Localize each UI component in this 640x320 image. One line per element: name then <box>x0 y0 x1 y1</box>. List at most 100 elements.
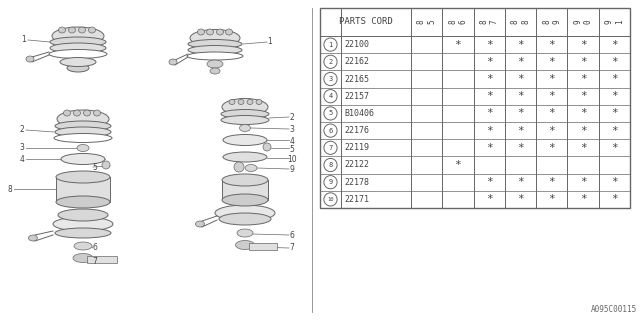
Text: 3: 3 <box>20 143 24 153</box>
Text: *: * <box>548 125 555 136</box>
Text: PARTS CORD: PARTS CORD <box>339 18 392 27</box>
Ellipse shape <box>68 27 76 33</box>
Ellipse shape <box>73 253 93 262</box>
Text: 8
8: 8 8 <box>511 20 530 24</box>
Text: 2: 2 <box>20 125 24 134</box>
Ellipse shape <box>49 50 107 59</box>
Ellipse shape <box>222 174 268 186</box>
Text: *: * <box>611 143 618 153</box>
Text: *: * <box>517 143 524 153</box>
Text: *: * <box>611 125 618 136</box>
Text: *: * <box>611 194 618 204</box>
Text: 4: 4 <box>20 155 24 164</box>
Text: 22171: 22171 <box>344 195 369 204</box>
Circle shape <box>324 124 337 137</box>
Ellipse shape <box>207 60 223 68</box>
Text: *: * <box>517 57 524 67</box>
Text: *: * <box>486 125 493 136</box>
Text: *: * <box>486 108 493 118</box>
Text: *: * <box>611 108 618 118</box>
Ellipse shape <box>239 124 250 132</box>
Text: *: * <box>548 143 555 153</box>
Text: *: * <box>486 57 493 67</box>
Circle shape <box>263 143 271 151</box>
Text: *: * <box>580 57 586 67</box>
Text: *: * <box>486 177 493 187</box>
Text: *: * <box>548 91 555 101</box>
Text: *: * <box>580 40 586 50</box>
Ellipse shape <box>237 229 253 237</box>
Text: 3: 3 <box>289 125 294 134</box>
Text: 8
6: 8 6 <box>448 20 468 24</box>
Ellipse shape <box>77 145 89 151</box>
Text: 5: 5 <box>328 110 333 116</box>
Ellipse shape <box>229 100 235 105</box>
Ellipse shape <box>63 110 70 116</box>
Ellipse shape <box>55 121 111 131</box>
Text: *: * <box>611 91 618 101</box>
Text: *: * <box>517 177 524 187</box>
Circle shape <box>324 158 337 172</box>
Text: 22100: 22100 <box>344 40 369 49</box>
Ellipse shape <box>79 27 86 33</box>
Ellipse shape <box>222 99 268 116</box>
Text: *: * <box>548 40 555 50</box>
Circle shape <box>324 141 337 154</box>
Text: 9: 9 <box>328 179 333 185</box>
Ellipse shape <box>187 52 243 60</box>
Text: 8: 8 <box>328 162 333 168</box>
Ellipse shape <box>215 205 275 221</box>
Text: 1: 1 <box>268 37 273 46</box>
Text: *: * <box>454 160 461 170</box>
Circle shape <box>324 72 337 85</box>
Ellipse shape <box>188 45 242 54</box>
Ellipse shape <box>219 213 271 225</box>
Circle shape <box>102 161 110 169</box>
Ellipse shape <box>58 209 108 221</box>
Circle shape <box>234 162 244 172</box>
Text: 22162: 22162 <box>344 57 369 66</box>
Ellipse shape <box>26 56 34 62</box>
Text: *: * <box>486 74 493 84</box>
Text: *: * <box>580 74 586 84</box>
Text: *: * <box>454 40 461 50</box>
Bar <box>56 177 110 202</box>
Text: *: * <box>486 91 493 101</box>
Ellipse shape <box>88 27 95 33</box>
Ellipse shape <box>56 171 110 183</box>
Text: B10406: B10406 <box>344 109 374 118</box>
Ellipse shape <box>247 100 253 105</box>
Ellipse shape <box>222 194 268 206</box>
Text: *: * <box>580 108 586 118</box>
Ellipse shape <box>225 29 232 35</box>
Ellipse shape <box>74 242 92 250</box>
Text: *: * <box>548 108 555 118</box>
Ellipse shape <box>223 152 267 162</box>
Text: 6: 6 <box>289 231 294 241</box>
Ellipse shape <box>190 29 240 46</box>
Text: *: * <box>517 108 524 118</box>
Text: *: * <box>548 194 555 204</box>
Ellipse shape <box>57 110 109 128</box>
Text: *: * <box>611 74 618 84</box>
Circle shape <box>324 55 337 68</box>
Text: *: * <box>517 74 524 84</box>
Ellipse shape <box>55 228 111 238</box>
Ellipse shape <box>53 217 113 231</box>
Ellipse shape <box>223 134 267 146</box>
Text: 22119: 22119 <box>344 143 369 152</box>
Ellipse shape <box>67 64 89 72</box>
Ellipse shape <box>221 109 269 118</box>
Text: 7: 7 <box>93 257 97 266</box>
Text: 2: 2 <box>290 113 294 122</box>
Ellipse shape <box>61 154 105 164</box>
Ellipse shape <box>256 100 262 105</box>
Text: 4: 4 <box>289 137 294 146</box>
Ellipse shape <box>238 100 244 105</box>
Ellipse shape <box>169 59 177 65</box>
Text: *: * <box>486 194 493 204</box>
Text: *: * <box>580 143 586 153</box>
Ellipse shape <box>198 29 205 35</box>
Text: 8
7: 8 7 <box>479 20 499 24</box>
Circle shape <box>324 176 337 189</box>
